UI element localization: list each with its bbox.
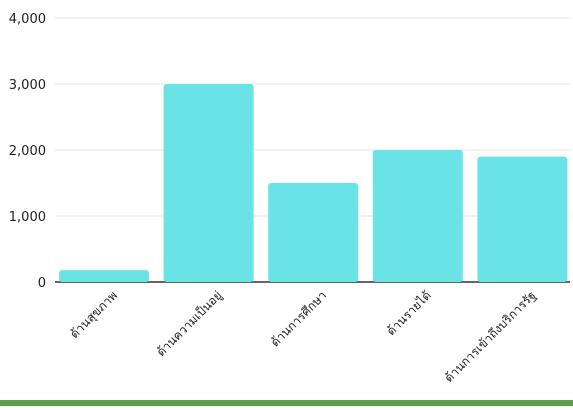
bar bbox=[268, 183, 359, 282]
y-tick-label: 1,000 bbox=[9, 210, 46, 225]
bar bbox=[59, 270, 149, 282]
y-axis-ticks: 0 1,000 2,000 3,000 4,000 bbox=[9, 12, 46, 291]
bottom-accent-strip bbox=[0, 400, 573, 406]
x-tick-label: ด้านการศึกษา bbox=[268, 288, 329, 349]
x-tick-label: ด้านรายได้ bbox=[384, 288, 434, 338]
bars bbox=[59, 84, 568, 282]
x-tick-label: ด้านการเข้าถึงบริการรัฐ bbox=[442, 288, 539, 385]
x-tick-label: ด้านความเป็นอยู่ bbox=[153, 288, 225, 360]
x-axis-ticks: ด้านสุขภาพ ด้านความเป็นอยู่ ด้านการศึกษา ด้… bbox=[67, 288, 538, 386]
y-tick-label: 3,000 bbox=[9, 78, 46, 93]
x-tick-label: ด้านสุขภาพ bbox=[67, 288, 121, 342]
bar bbox=[477, 156, 568, 282]
y-tick-label: 2,000 bbox=[9, 144, 46, 159]
bar bbox=[163, 84, 254, 282]
y-tick-label: 4,000 bbox=[9, 12, 46, 27]
y-tick-label: 0 bbox=[38, 276, 46, 291]
bar bbox=[372, 150, 463, 282]
